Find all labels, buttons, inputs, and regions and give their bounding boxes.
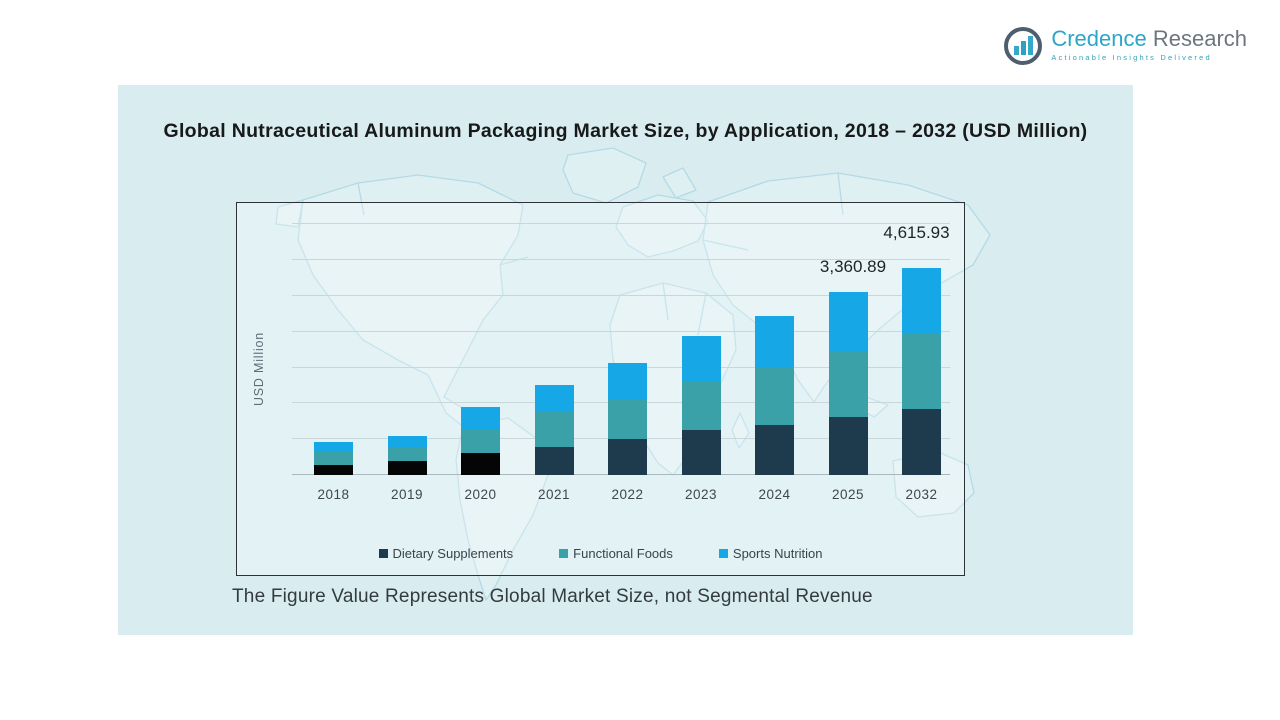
stacked-bar-2032 [902, 268, 941, 475]
x-axis-label-2022: 2022 [611, 487, 644, 502]
footnote: The Figure Value Represents Global Marke… [232, 586, 873, 607]
bar-chart-ring-icon [1004, 27, 1043, 65]
stacked-bar-2024 [755, 316, 794, 475]
logo-tagline: Actionable Insights Delivered [1051, 53, 1212, 62]
bar-segment-2032-sports [902, 268, 941, 334]
bar-segment-2023-functional [681, 382, 721, 430]
chart-plot-area: USD Million Dietary Supplements Functiona… [236, 202, 965, 576]
logo-brand-primary: Credence [1051, 26, 1147, 51]
stacked-bar-2023 [681, 336, 721, 475]
legend-item-functional-foods: Functional Foods [559, 546, 673, 561]
legend-swatch-icon [559, 549, 569, 558]
legend-item-sports-nutrition: Sports Nutrition [718, 546, 823, 561]
bar-segment-2025-functional [828, 352, 868, 417]
bar-segment-2020-sports [461, 407, 500, 429]
x-axis-label-2025: 2025 [831, 487, 865, 502]
bar-segment-2022-sports [608, 363, 647, 399]
legend-item-dietary-supplements: Dietary Supplements [378, 546, 514, 561]
stacked-bar-2019 [387, 436, 427, 475]
bar-segment-2025-dietary [828, 417, 868, 475]
x-axis-label-2019: 2019 [390, 487, 424, 502]
x-axis-label-2018: 2018 [317, 487, 350, 502]
logo-text: Credence Research Actionable Insights De… [1051, 27, 1247, 63]
stacked-bar-2018 [314, 442, 353, 475]
legend-label: Dietary Supplements [392, 546, 514, 561]
x-axis-label-2020: 2020 [464, 487, 497, 502]
gridline [292, 223, 950, 225]
stacked-bar-2025 [828, 292, 868, 475]
bar-segment-2032-dietary [902, 409, 941, 475]
bar-segment-2021-functional [534, 412, 574, 447]
chart-title: Global Nutraceutical Aluminum Packaging … [163, 120, 1088, 142]
bar-segment-2021-sports [534, 385, 574, 412]
stacked-bar-2022 [608, 363, 647, 475]
bar-segment-2022-dietary [608, 439, 647, 475]
bar-segment-2020-functional [461, 429, 500, 453]
x-axis-label-2024: 2024 [758, 487, 791, 502]
bar-segment-2019-dietary [387, 461, 427, 475]
credence-research-logo: Credence Research Actionable Insights De… [1004, 27, 1247, 65]
bar-segment-2018-functional [314, 452, 353, 465]
chart-legend: Dietary Supplements Functional Foods Sport… [237, 546, 964, 561]
legend-swatch-icon [378, 549, 388, 558]
x-axis-label-2023: 2023 [684, 487, 718, 502]
bar-segment-2019-functional [387, 448, 427, 461]
bar-segment-2032-functional [902, 334, 941, 409]
x-axis-label-2021: 2021 [537, 487, 571, 502]
bar-segment-2020-dietary [461, 453, 500, 475]
bar-segment-2022-functional [608, 399, 647, 439]
bar-segment-2024-dietary [755, 425, 794, 475]
data-label-2025: 3,360.89 [819, 257, 887, 276]
stacked-bar-2020 [461, 407, 500, 475]
bar-segment-2023-dietary [681, 430, 721, 475]
bar-segment-2018-sports [314, 442, 353, 452]
y-axis-title: USD Million [252, 331, 266, 407]
gridline [292, 330, 950, 332]
legend-label: Functional Foods [573, 546, 673, 561]
gridline [292, 259, 950, 261]
bar-segment-2025-sports [828, 292, 868, 352]
bar-segment-2021-dietary [534, 447, 574, 475]
logo-brand-name: Credence Research [1051, 27, 1247, 51]
stacked-bar-2021 [534, 385, 574, 475]
bar-segment-2019-sports [387, 436, 427, 448]
data-label-2032: 4,615.93 [883, 223, 950, 242]
legend-swatch-icon [718, 549, 728, 558]
bar-segment-2024-sports [755, 316, 794, 368]
gridline [292, 295, 950, 296]
logo-brand-secondary: Research [1152, 26, 1247, 51]
bar-segment-2024-functional [755, 368, 794, 425]
bar-segment-2023-sports [681, 336, 721, 382]
bar-segment-2018-dietary [314, 465, 353, 475]
x-axis-label-2032: 2032 [905, 487, 938, 502]
legend-label: Sports Nutrition [732, 546, 823, 561]
slide-panel: Global Nutraceutical Aluminum Packaging … [118, 85, 1133, 635]
